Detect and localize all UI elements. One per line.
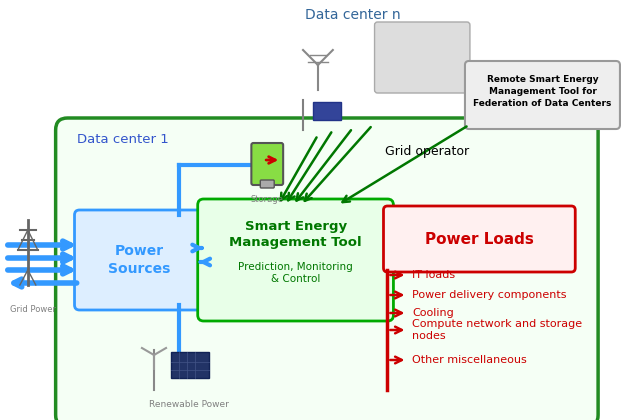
Text: Data center n: Data center n (305, 8, 401, 22)
Bar (171, 352, 209, 378)
Text: Power
Sources: Power Sources (108, 244, 170, 276)
FancyBboxPatch shape (74, 210, 203, 310)
Text: Compute network and storage
nodes: Compute network and storage nodes (412, 319, 582, 341)
FancyBboxPatch shape (251, 143, 283, 185)
FancyBboxPatch shape (198, 199, 393, 321)
Text: Storage: Storage (251, 195, 284, 204)
Text: IT loads: IT loads (412, 270, 455, 280)
Text: Power Loads: Power Loads (425, 231, 534, 247)
FancyBboxPatch shape (465, 61, 620, 129)
Text: Smart Energy
Management Tool: Smart Energy Management Tool (229, 220, 362, 249)
Bar (313, 102, 341, 120)
Text: Prediction, Monitoring
& Control: Prediction, Monitoring & Control (238, 262, 353, 284)
Text: Data center 1: Data center 1 (77, 133, 169, 146)
Text: Other miscellaneous: Other miscellaneous (412, 355, 527, 365)
FancyBboxPatch shape (384, 206, 575, 272)
Text: Power delivery components: Power delivery components (412, 290, 567, 300)
FancyBboxPatch shape (375, 22, 470, 93)
FancyBboxPatch shape (260, 180, 274, 188)
Text: Remote Smart Energy
Management Tool for
Federation of Data Centers: Remote Smart Energy Management Tool for … (473, 75, 612, 108)
Text: Cooling: Cooling (412, 308, 454, 318)
FancyBboxPatch shape (55, 118, 598, 420)
Text: Grid Power: Grid Power (10, 305, 56, 314)
Text: Grid operator: Grid operator (386, 145, 469, 158)
Text: Renewable Power: Renewable Power (149, 400, 229, 409)
